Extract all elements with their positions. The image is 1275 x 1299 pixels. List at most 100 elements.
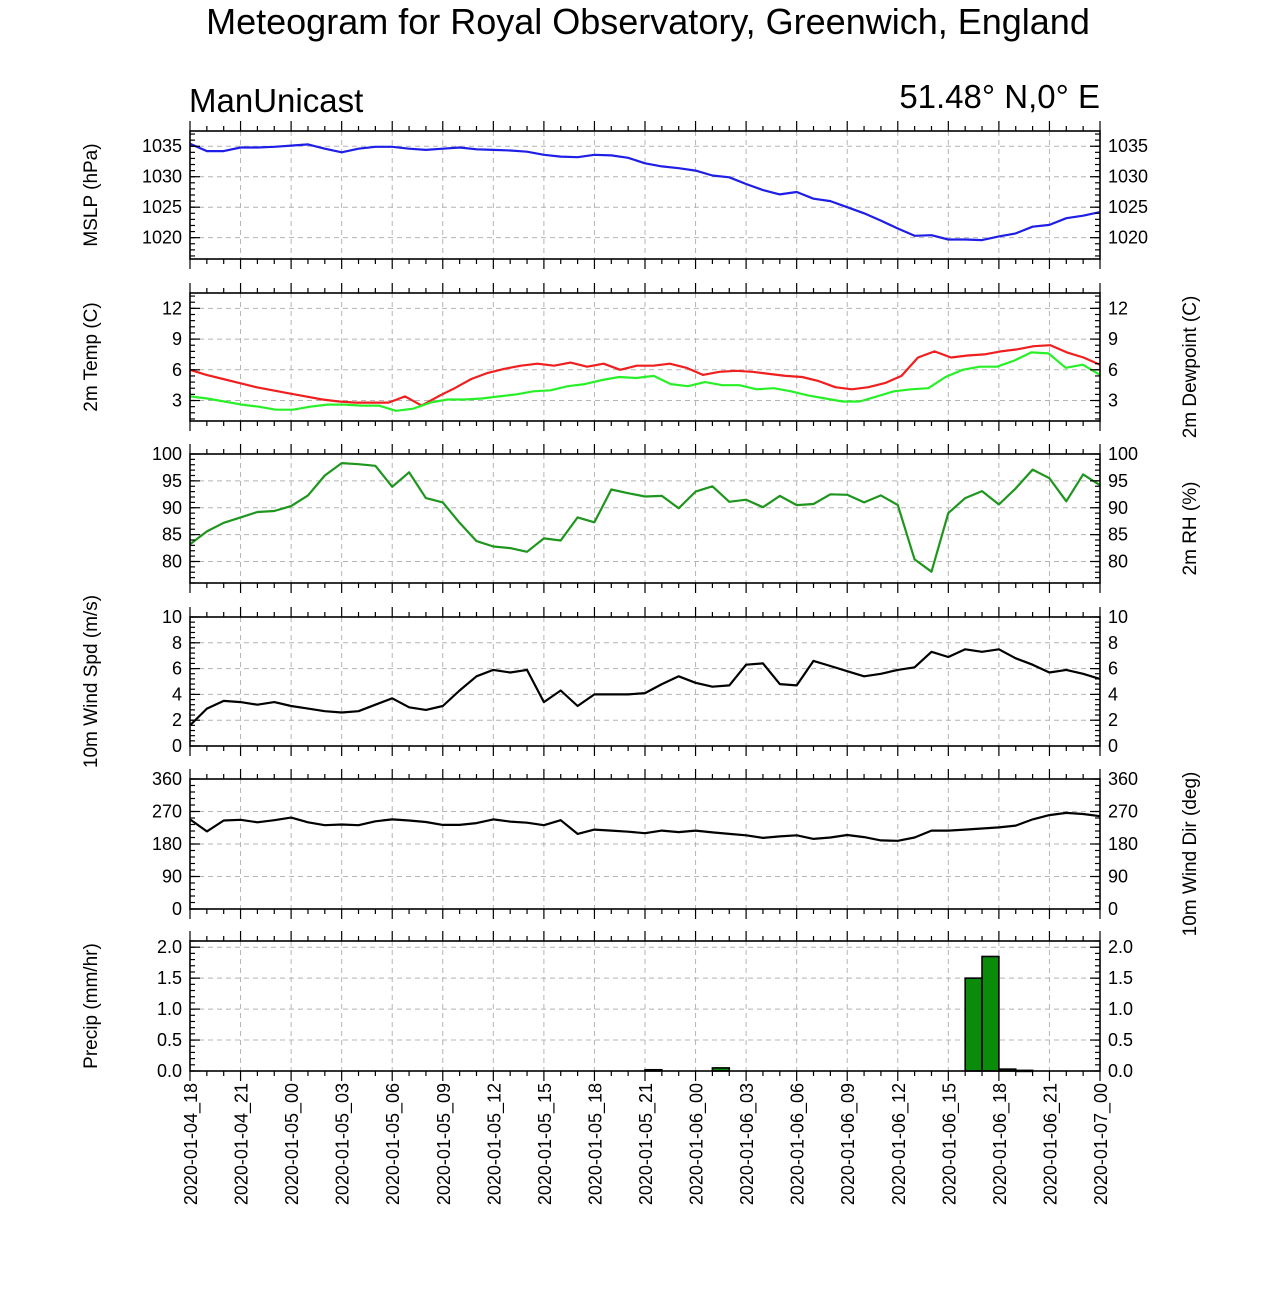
panel-precip: 0.0 0.0 0.5 0.5 1.0 1.0 1.5 1.5 2.0 2.0 Precip (mm… [81,931,1133,1081]
precip-bar [964,977,983,1072]
x-tick-label: 2020-01-05_03 [333,1083,354,1205]
y-tick-label-left: 270 [152,802,182,822]
y-tick-label-right: 3 [1108,391,1118,411]
y-axis-label-left: MSLP (hPa) [81,143,102,246]
x-tick-label: 2020-01-06_21 [1040,1083,1061,1205]
x-tick-label: 2020-01-06_12 [889,1083,910,1205]
y-tick-label-left: 2 [172,710,182,730]
y-tick-label-right: 6 [1108,360,1118,380]
panel-wind: 0 0 2 2 4 4 6 6 8 8 10 10 10m Wind Spd (m/s) [81,595,1128,768]
panel-temp: 3 3 6 6 9 9 12 12 2m Temp (C) 2m Dewpoint (C) [81,283,1201,438]
x-tick-label: 2020-01-04_18 [181,1083,202,1205]
y-tick-label-right: 10 [1108,607,1128,627]
y-tick-label-right: 90 [1108,498,1128,518]
x-tick-label: 2020-01-06_18 [990,1083,1011,1205]
y-tick-label-right: 80 [1108,552,1128,572]
y-tick-label-right: 90 [1108,867,1128,887]
y-tick-label-left: 1.5 [157,968,182,988]
y-tick-label-left: 1030 [142,167,182,187]
y-tick-label-right: 95 [1108,471,1128,491]
y-tick-label-left: 6 [172,360,182,380]
panel-winddir: 0 0 90 90 180 180 270 270 360 360 10m Wind Dir (de… [152,769,1201,936]
y-tick-label-right: 0 [1108,899,1118,919]
x-tick-label: 2020-01-05_06 [383,1083,404,1205]
y-axis-label-left: Precip (mm/hr) [81,943,102,1069]
y-tick-label-left: 1025 [142,197,182,217]
y-tick-label-right: 2 [1108,710,1118,730]
y-tick-label-left: 4 [172,684,182,704]
series-line-dewpoint [189,351,1101,412]
y-tick-label-left: 180 [152,834,182,854]
x-tick-label: 2020-01-06_15 [939,1083,960,1205]
y-tick-label-right: 0.5 [1108,1030,1133,1050]
x-tick-label: 2020-01-06_00 [687,1083,708,1205]
y-tick-label-left: 95 [162,471,182,491]
x-tick-label: 2020-01-07_00 [1091,1083,1112,1205]
y-axis-label-right: 2m Dewpoint (C) [1180,296,1201,439]
x-tick-label: 2020-01-06_03 [737,1083,758,1205]
panel-rh: 80 80 85 85 90 90 95 95 100 100 2m RH (%) [152,444,1201,593]
series-line-rh [189,462,1101,573]
x-tick-label: 2020-01-05_15 [535,1083,556,1205]
y-tick-label-right: 1.0 [1108,999,1133,1019]
x-tick-label: 2020-01-05_21 [636,1083,657,1205]
precip-bar [981,955,1000,1072]
y-tick-label-left: 100 [152,444,182,464]
y-tick-label-left: 0.0 [157,1061,182,1081]
y-tick-label-right: 270 [1108,802,1138,822]
y-tick-label-right: 1035 [1108,136,1148,156]
y-axis-label-left: 10m Wind Spd (m/s) [81,595,102,768]
y-tick-label-left: 6 [172,659,182,679]
y-tick-label-right: 1030 [1108,167,1148,187]
y-tick-label-right: 0 [1108,736,1118,756]
x-tick-label: 2020-01-06_09 [838,1083,859,1205]
y-tick-label-right: 9 [1108,329,1118,349]
y-tick-label-left: 0.5 [157,1030,182,1050]
series-line-mslp [189,142,1101,242]
y-tick-label-left: 0 [172,736,182,756]
y-tick-label-left: 1035 [142,136,182,156]
y-tick-label-left: 8 [172,633,182,653]
y-tick-label-right: 2.0 [1108,937,1133,957]
y-tick-label-right: 85 [1108,525,1128,545]
y-tick-label-left: 85 [162,525,182,545]
y-tick-label-right: 1025 [1108,197,1148,217]
series-line-winddir [189,811,1101,842]
y-tick-label-left: 1020 [142,228,182,248]
y-tick-label-right: 8 [1108,633,1118,653]
y-axis-label-right: 2m RH (%) [1180,482,1201,576]
y-tick-label-left: 12 [162,298,182,318]
y-tick-label-right: 100 [1108,444,1138,464]
y-tick-label-right: 360 [1108,769,1138,789]
x-tick-label: 2020-01-05_00 [282,1083,303,1205]
y-tick-label-left: 90 [162,498,182,518]
y-tick-label-left: 1.0 [157,999,182,1019]
chart-title: Meteogram for Royal Observatory, Greenwi… [206,1,1090,42]
y-tick-label-right: 1.5 [1108,968,1133,988]
panel-mslp: 1020 1020 1025 1025 1030 1030 1035 1035 MSLP (hP… [81,121,1148,269]
y-tick-label-right: 12 [1108,298,1128,318]
model-label: ManUnicast [189,82,363,119]
y-tick-label-right: 180 [1108,834,1138,854]
y-axis-label-left: 2m Temp (C) [81,302,102,411]
y-tick-label-left: 9 [172,329,182,349]
y-tick-label-left: 10 [162,607,182,627]
x-tick-label: 2020-01-05_12 [484,1083,505,1205]
x-tick-label: 2020-01-06_06 [788,1083,809,1205]
location-label: 51.48° N,0° E [899,78,1100,115]
y-tick-label-right: 1020 [1108,228,1148,248]
y-tick-label-right: 4 [1108,684,1118,704]
series-line-temp [189,344,1101,407]
series-line-wind [189,648,1101,727]
y-axis-label-right: 10m Wind Dir (deg) [1180,772,1201,937]
x-tick-label: 2020-01-05_18 [585,1083,606,1205]
x-tick-label: 2020-01-04_21 [232,1083,253,1205]
y-tick-label-left: 80 [162,552,182,572]
y-tick-label-left: 360 [152,769,182,789]
y-tick-label-right: 6 [1108,659,1118,679]
y-tick-label-right: 0.0 [1108,1061,1133,1081]
y-tick-label-left: 2.0 [157,937,182,957]
y-tick-label-left: 90 [162,867,182,887]
